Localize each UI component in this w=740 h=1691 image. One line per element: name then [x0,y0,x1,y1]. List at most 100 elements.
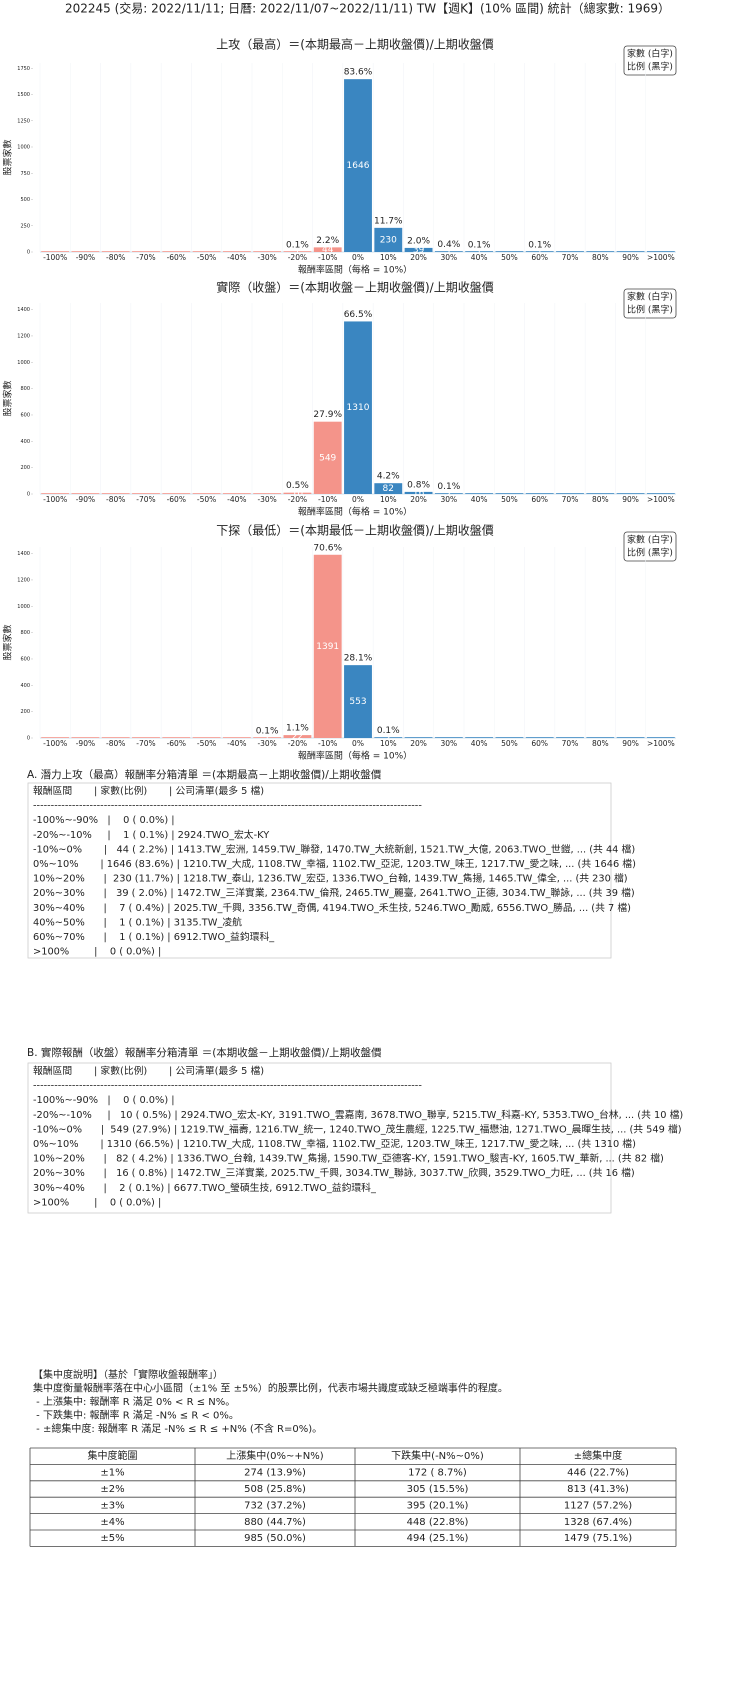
bar [253,493,282,494]
x-tick-label: -60% [167,253,186,262]
x-tick-label: -40% [227,253,246,262]
count-label: 16 [413,488,425,498]
y-tick-label: 0 [27,250,30,256]
x-tick-label: 40% [471,495,488,504]
bar [253,737,282,738]
table-cell: 446 (22.7%) [567,1468,629,1479]
x-tick-label: -90% [76,495,95,504]
bar [283,251,312,252]
count-label: 10 [292,489,304,499]
legend-entry: 家數 (白字) [627,291,673,303]
table-cell: ±5% [100,1533,124,1544]
x-tick-label: 50% [501,739,518,748]
y-tick-label: 200 [20,709,30,715]
x-tick-label: 20% [410,495,427,504]
count-label: 44 [322,245,334,255]
list-divider: ----------------------------------------… [33,801,422,812]
x-tick-label: >100% [647,739,675,748]
y-tick-label: 400 [20,439,30,445]
section-title: B. 實際報酬（收盤）報酬率分箱清單 ＝(本期收盤－上期收盤價)/上期收盤價 [27,1046,382,1059]
bar [495,493,524,494]
x-tick-label: 40% [471,739,488,748]
count-label: 82 [383,484,394,494]
count-label: 549 [319,453,336,463]
bar [313,247,342,252]
list-row: 10%~20% | 230 (11.7%) | 1218.TW_泰山, 1236… [33,872,628,885]
x-tick-label: 90% [622,739,639,748]
y-axis-label: 股票家數 [2,624,14,660]
legend-entry: 家數 (白字) [627,48,673,60]
count-label: 2 [446,489,452,499]
bar [434,737,463,738]
x-tick-label: 50% [501,495,518,504]
x-tick-label: 40% [471,253,488,262]
x-tick-label: -30% [257,253,276,262]
bar [132,493,160,494]
note-line: 【集中度說明】（基於「實際收盤報酬率」） [33,1368,223,1381]
x-tick-label: 0% [352,253,364,262]
list-row: 30%~40% | 7 ( 0.4%) | 2025.TW_千興, 3356.T… [33,901,631,914]
list-header: 報酬區間 | 家數(比例) | 公司清單(最多 5 檔) [33,1064,264,1077]
x-tick-label: -40% [227,739,246,748]
bar [162,493,191,494]
bar [434,251,463,252]
chart-title: 下探（最低）＝(本期最低－上期收盤價)/上期收盤價 [216,524,493,538]
percent-label: 0.1% [468,240,491,250]
x-tick-label: 30% [441,495,458,504]
x-tick-label: -10% [318,253,337,262]
bar [313,554,342,738]
y-tick-label: 1000 [17,604,30,610]
x-tick-label: 20% [410,739,427,748]
bar [283,492,312,494]
x-tick-label: 10% [380,253,397,262]
percent-label: 4.2% [377,472,400,482]
y-tick-label: 400 [20,683,30,689]
percent-label: 70.6% [313,543,342,553]
x-tick-label: -90% [76,253,95,262]
percent-label: 66.5% [344,310,373,320]
x-tick-label: 10% [380,495,397,504]
bar [313,421,342,494]
y-tick-label: 750 [20,171,30,177]
table-cell: 305 (15.5%) [407,1484,469,1495]
y-tick-label: 800 [20,386,30,392]
table-cell: ±4% [100,1517,124,1528]
x-tick-label: -30% [257,495,276,504]
bar [465,737,494,738]
x-tick-label: 60% [531,495,548,504]
bar [646,251,675,252]
bar [101,737,130,738]
x-tick-label: -20% [288,253,307,262]
x-tick-label: 60% [531,253,548,262]
bar [556,737,584,738]
table-header-cell: 集中度範圍 [88,1449,138,1462]
bar [525,251,554,252]
percent-label: 11.7% [374,216,403,226]
x-tick-label: 0% [352,495,364,504]
y-tick-label: 1400 [17,551,30,557]
x-tick-label: -50% [197,253,216,262]
bar [465,251,494,252]
bar [495,737,524,738]
legend-box [623,45,677,76]
bar [132,737,160,738]
bar [162,251,191,252]
percent-label: 0.1% [528,240,551,250]
bar [344,665,372,738]
percent-label: 2.0% [407,236,430,246]
page-title: 202245 (交易: 2022/11/11; 日曆: 2022/11/07~2… [65,1,670,16]
legend-entry: 比例 (黑字) [627,304,673,316]
list-row: -100%~-90% | 0 ( 0.0%) | [33,815,175,826]
table-header-cell: 下跌集中(-N%~0%) [391,1449,484,1462]
x-tick-label: -60% [167,739,186,748]
percent-label: 0.8% [407,480,430,490]
bar [283,735,312,738]
x-tick-label: -50% [197,739,216,748]
table-cell: 813 (41.3%) [567,1484,629,1495]
x-tick-label: >100% [647,495,675,504]
legend-entry: 家數 (白字) [627,534,673,546]
bar [374,737,403,738]
legend-entry: 比例 (黑字) [627,61,673,73]
table-cell: 274 (13.9%) [244,1468,306,1479]
